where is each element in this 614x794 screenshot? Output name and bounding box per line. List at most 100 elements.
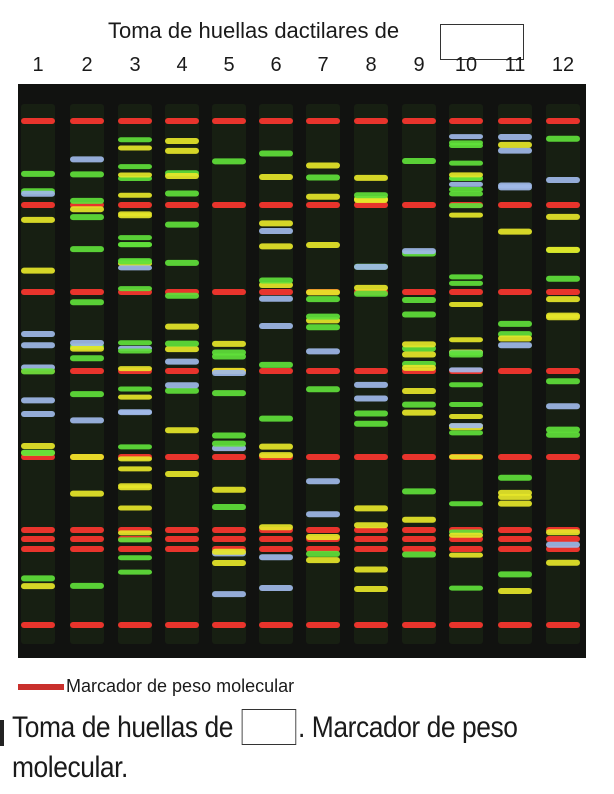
lane-3-sample-band <box>118 485 152 491</box>
lane-11-sample-band <box>498 493 532 500</box>
gel-image <box>18 84 586 658</box>
lane-number-1: 1 <box>32 54 44 76</box>
lane-1-sample-band <box>21 583 55 590</box>
lane-9-sample-band <box>402 387 436 394</box>
lane-2-marker-band <box>70 622 104 628</box>
lane-1-sample-band <box>21 170 55 177</box>
lane-2-sample-band <box>70 246 104 253</box>
lane-2-sample-band <box>70 214 104 221</box>
lane-10-sample-band <box>449 160 483 166</box>
caption-bullet-mark <box>0 720 4 746</box>
lane-7-sample-band <box>306 162 340 169</box>
lane-1-sample-band <box>21 216 55 223</box>
lane-2-sample-band <box>70 454 104 461</box>
lane-number-6: 6 <box>270 54 282 76</box>
lane-11-marker-band <box>498 527 532 533</box>
lane-3-sample-band <box>118 444 152 450</box>
lane-3-sample-band <box>118 164 152 170</box>
lane-10-sample-band <box>449 134 483 140</box>
lane-1-sample-band <box>21 368 55 375</box>
lane-3-sample-band <box>118 456 152 462</box>
lane-6-sample-band <box>259 322 293 329</box>
lane-8-marker-band <box>354 202 388 208</box>
lane-1-sample-band <box>21 449 55 456</box>
lane-4-sample-band <box>165 340 199 347</box>
lane-5-marker-band <box>212 289 246 295</box>
lane-5-sample-band <box>212 591 246 598</box>
lane-2-sample-band <box>70 490 104 497</box>
lane-1-sample-band <box>21 342 55 349</box>
lane-3-sample-band <box>118 537 152 543</box>
lane-10-sample-band <box>449 181 483 187</box>
lane-7-marker-band <box>306 368 340 374</box>
lane-3-sample-band <box>118 259 152 265</box>
lane-8-marker-band <box>354 622 388 628</box>
lane-3-sample-band <box>118 505 152 511</box>
lane-10-sample-band <box>449 140 483 146</box>
lane-3-sample-band <box>118 555 152 561</box>
lane-3-marker-band <box>118 202 152 208</box>
lane-8-marker-band <box>354 454 388 460</box>
lane-12-sample-band <box>546 213 580 220</box>
title-text: Toma de huellas dactilares de <box>108 18 400 43</box>
lane-11-sample-band <box>498 571 532 578</box>
lane-4-sample-band <box>165 221 199 228</box>
lane-8-marker-band <box>354 118 388 124</box>
lane-4-sample-band <box>165 346 199 353</box>
lane-11-sample-band <box>498 500 532 507</box>
lane-8-sample-band <box>354 192 388 199</box>
lane-4-marker-band <box>165 622 199 628</box>
lane-4-sample-band <box>165 137 199 144</box>
lane-5-sample-band <box>212 504 246 511</box>
lane-10-sample-band <box>449 191 483 197</box>
lane-12-sample-band <box>546 246 580 253</box>
lane-7-sample-band <box>306 348 340 355</box>
caption-part1: Toma de huellas de <box>12 711 234 744</box>
lane-7-sample-band <box>306 242 340 249</box>
lane-6-sample-band <box>259 295 293 302</box>
lane-3-sample-band <box>118 394 152 400</box>
lane-8-sample-band <box>354 566 388 573</box>
lane-3-sample-band <box>118 211 152 217</box>
lane-11-marker-band <box>498 546 532 552</box>
lane-4-sample-band <box>165 358 199 365</box>
lane-10-sample-band <box>449 274 483 280</box>
lane-2-sample-band <box>70 391 104 398</box>
lane-1-marker-band <box>21 527 55 533</box>
lane-2-sample-band <box>70 171 104 178</box>
lane-6-marker-band <box>259 536 293 542</box>
lane-5-marker-band <box>212 118 246 124</box>
gel-bands <box>21 104 580 644</box>
lane-2-marker-band <box>70 368 104 374</box>
lane-12-sample-band <box>546 529 580 536</box>
lane-8-sample-band <box>354 290 388 297</box>
lane-number-7: 7 <box>317 54 329 76</box>
lane-10-marker-band <box>449 546 483 552</box>
lane-3-sample-band <box>118 410 152 416</box>
lane-10-sample-band <box>449 401 483 407</box>
lane-3-sample-band <box>118 340 152 346</box>
lane-numbers: 1 2 3 4 5 6 7 8 9 10 11 12 <box>0 54 614 80</box>
lane-2-marker-band <box>70 289 104 295</box>
lane-3-marker-band <box>118 118 152 124</box>
lane-12-sample-band <box>546 431 580 438</box>
lane-9-sample-band <box>402 401 436 408</box>
lane-7-sample-band <box>306 324 340 331</box>
lane-5-sample-band <box>212 548 246 555</box>
lane-11-sample-band <box>498 147 532 154</box>
lane-7-sample-band <box>306 296 340 303</box>
lane-8-sample-band <box>354 522 388 529</box>
lane-3-sample-band <box>118 265 152 271</box>
lane-5-sample-band <box>212 158 246 165</box>
lane-1-sample-band <box>21 411 55 418</box>
lane-10-marker-band <box>449 622 483 628</box>
lane-2-sample-band <box>70 355 104 362</box>
lane-10-sample-band <box>449 423 483 429</box>
lane-11-marker-band <box>498 622 532 628</box>
lane-12-sample-band <box>546 378 580 385</box>
lane-10-sample-band <box>449 301 483 307</box>
caption: Toma de huellas de . Marcador de peso mo… <box>12 708 533 788</box>
lane-5-sample-band <box>212 560 246 567</box>
lane-7-sample-band <box>306 174 340 181</box>
lane-8-marker-band <box>354 527 388 533</box>
